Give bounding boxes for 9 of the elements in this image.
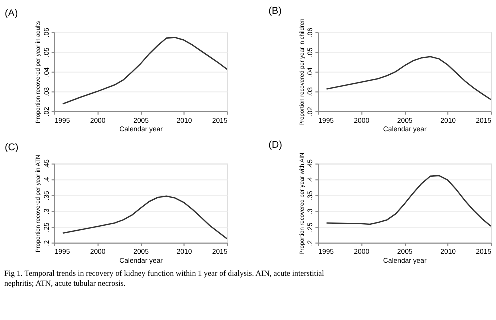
- line-series: [326, 56, 492, 100]
- chart-title: (B): [268, 6, 282, 18]
- line-series: [62, 196, 228, 240]
- chart-title: (C): [4, 142, 19, 154]
- chart-title: (D): [268, 140, 282, 152]
- chart-title: (A): [4, 8, 18, 20]
- line-series: [326, 175, 492, 228]
- caption: Fig 1. Temporal trends in recovery of kidney function within 1 year of dialysis. AIN, acute interstitial nephritis; ATN, acute tubular necrosis.: [4, 268, 326, 288]
- line-series: [62, 37, 228, 105]
